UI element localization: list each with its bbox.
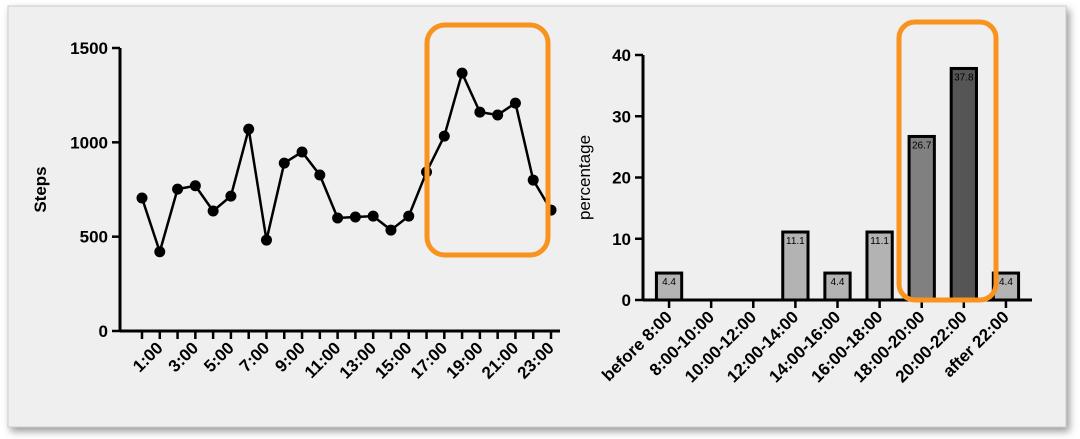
point [509,97,521,109]
y-tick-label: 500 [80,228,108,247]
point [172,183,184,195]
point [456,67,468,79]
point [225,190,237,202]
highlight-box [896,19,999,303]
bar [907,134,936,302]
y-tick-label: 1500 [70,39,108,58]
point [332,212,344,224]
card [7,5,1067,428]
point [527,174,539,186]
point [243,123,255,135]
point [385,224,397,236]
bar [823,271,852,302]
y-axis-title: percentage [575,135,594,220]
point [189,180,201,192]
point [314,169,326,181]
point [403,210,415,222]
highlight-box [424,22,551,258]
y-tick-label: 1000 [70,133,108,152]
point [367,210,379,222]
bar [654,271,684,302]
value-label: 11.1 [786,236,805,247]
y-tick-label: 0 [99,322,108,341]
bar [949,66,978,302]
value-label: 4.4 [662,277,676,288]
point [349,211,361,223]
point [260,234,272,246]
point [207,205,219,217]
point [136,192,148,204]
point [492,109,504,121]
y-tick-label: 10 [612,230,631,249]
value-label: 4.4 [831,277,845,288]
point [474,106,486,118]
value-label: 4.4 [999,277,1013,288]
value-label: 26.7 [912,140,932,151]
y-tick-label: 0 [622,291,631,310]
point [154,246,166,258]
y-tick-label: 30 [612,107,631,126]
point [438,130,450,142]
bar [781,230,810,302]
y-tick-label: 20 [612,169,631,188]
y-tick-label: 40 [612,46,631,65]
bar [865,230,894,302]
point [278,157,290,169]
value-label: 11.1 [870,236,889,247]
value-label: 37.8 [954,72,974,83]
point [296,146,308,158]
y-axis-title: Steps [31,166,50,212]
